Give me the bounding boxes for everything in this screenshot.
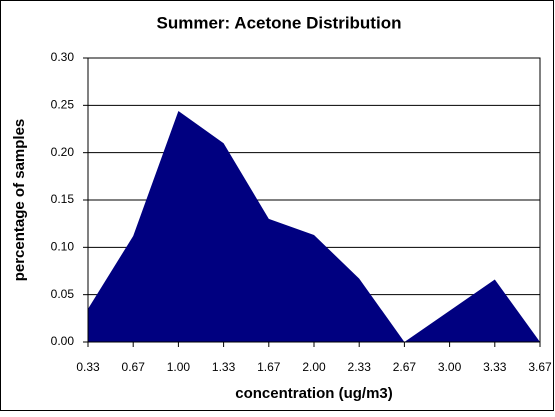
area bbox=[88, 111, 540, 342]
y-tick-label: 0.15 bbox=[51, 192, 75, 206]
x-tick-label: 1.00 bbox=[167, 360, 191, 374]
x-tick-label: 2.33 bbox=[348, 360, 372, 374]
x-tick-label: 3.00 bbox=[438, 360, 462, 374]
x-tick-label: 1.67 bbox=[257, 360, 281, 374]
y-axis-title: percentage of samples bbox=[11, 119, 28, 282]
chart-title: Summer: Acetone Distribution bbox=[157, 13, 402, 32]
y-tick-label: 0.00 bbox=[51, 334, 75, 348]
x-tick-label: 1.33 bbox=[212, 360, 236, 374]
x-tick-label: 0.67 bbox=[122, 360, 146, 374]
x-tick-label: 3.33 bbox=[483, 360, 507, 374]
x-tick-label: 3.67 bbox=[528, 360, 552, 374]
x-tick-label: 2.00 bbox=[302, 360, 326, 374]
x-axis-title: concentration (ug/m3) bbox=[235, 385, 393, 402]
y-tick-label: 0.30 bbox=[51, 50, 75, 64]
x-tick-label: 2.67 bbox=[393, 360, 417, 374]
y-tick-label: 0.10 bbox=[51, 240, 75, 254]
y-tick-label: 0.05 bbox=[51, 287, 75, 301]
y-tick-label: 0.20 bbox=[51, 145, 75, 159]
x-tick-label: 0.33 bbox=[76, 360, 100, 374]
y-tick-label: 0.25 bbox=[51, 98, 75, 112]
